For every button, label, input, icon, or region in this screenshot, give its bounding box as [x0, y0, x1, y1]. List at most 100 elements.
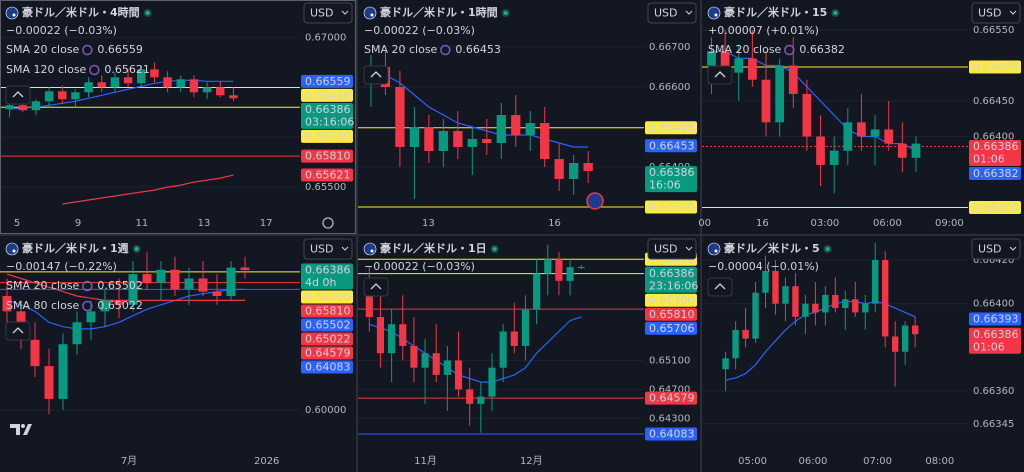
indicator-label[interactable]: SMA 20 close: [6, 279, 80, 292]
candle-body: [510, 331, 518, 346]
collapse-button[interactable]: [707, 277, 733, 297]
collapse-button[interactable]: [707, 65, 733, 85]
x-tick-label: 08:00: [925, 456, 954, 467]
symbol-title[interactable]: 豪ドル／米ドル・1日: [380, 241, 487, 255]
candle-body: [852, 299, 859, 313]
y-tick-label: 0.66400: [973, 299, 1014, 310]
price-label-box: [301, 360, 353, 374]
price-label: 0.66300: [305, 130, 351, 143]
currency-button[interactable]: [971, 238, 1021, 260]
chart-panel[interactable]: 豪ドル／米ドル・15 +0.00007 (+0.01%) SMA 20 close 0…: [698, 0, 1024, 234]
price-label-box: [645, 139, 697, 153]
currency-button[interactable]: [647, 238, 697, 260]
chart-panel[interactable]: 豪ドル／米ドル・1時間 −0.00022 (−0.03%) SMA 20 close…: [358, 0, 700, 234]
indicator-line: [6, 288, 245, 330]
candle-body: [388, 324, 396, 354]
symbol-title[interactable]: 豪ドル／米ドル・1時間: [380, 5, 498, 19]
tradingview-logo-dot: [21, 424, 25, 428]
candle-body: [499, 331, 507, 368]
symbol-flag: [707, 242, 721, 256]
indicator-label[interactable]: SMA 20 close: [708, 43, 782, 56]
candle-body: [482, 139, 492, 143]
candle-body: [170, 269, 180, 290]
price-label-box: [301, 290, 353, 304]
candle-body: [142, 274, 152, 283]
candle-body: [752, 292, 759, 339]
indicator-line: [62, 174, 234, 205]
candle-body: [409, 127, 420, 147]
collapse-button[interactable]: [363, 277, 389, 297]
price-label: 0.66386: [973, 140, 1019, 153]
symbol-title[interactable]: 豪ドル／米ドル・1週: [22, 241, 129, 255]
chart-panel[interactable]: 豪ドル／米ドル・4時間 −0.00022 (−0.03%) SMA 20 close…: [0, 0, 356, 234]
x-tick-label: 11: [136, 218, 149, 229]
candle-body: [569, 163, 579, 179]
price-label-box: [301, 168, 353, 182]
price-label-box: [645, 427, 697, 441]
plot-area: [0, 252, 300, 415]
settings-icon[interactable]: [322, 217, 334, 229]
symbol-flag-star: [714, 13, 718, 17]
candle-body: [110, 77, 120, 88]
market-status-dot-inner: [492, 247, 497, 251]
indicator-label[interactable]: SMA 20 close: [364, 43, 438, 56]
x-tick-label: 7月: [121, 455, 137, 467]
plot-area: [358, 244, 644, 435]
candle-body: [184, 278, 194, 290]
currency-label[interactable]: USD: [654, 7, 678, 20]
chart-panel[interactable]: 豪ドル／米ドル・5 −0.00004 (−0.01%) 0.66420 0.66400…: [702, 236, 1024, 472]
currency-label[interactable]: USD: [654, 243, 678, 256]
y-tick-label: 0.67000: [305, 32, 346, 43]
price-change: −0.00022 (−0.03%): [6, 24, 117, 37]
y-tick-label: 0.64300: [649, 413, 690, 424]
candle-body: [540, 123, 550, 159]
candle-body: [58, 344, 68, 399]
plot-area: [358, 46, 644, 208]
currency-label[interactable]: USD: [310, 243, 334, 256]
symbol-flag-star: [12, 13, 16, 17]
indicator-label[interactable]: SMA 20 close: [6, 43, 80, 56]
chart-panel[interactable]: 豪ドル／米ドル・1週 −0.00147 (−0.22%) SMA 20 close 0…: [0, 236, 356, 472]
candle-body: [525, 123, 535, 135]
event-marker[interactable]: [586, 192, 604, 210]
candle-body: [226, 267, 236, 297]
indicator-label[interactable]: SMA 120 close: [6, 63, 87, 76]
currency-label[interactable]: USD: [310, 7, 334, 20]
price-label-box: [645, 391, 697, 405]
indicator-icon: [82, 44, 93, 56]
collapse-button[interactable]: [5, 85, 31, 105]
currency-label[interactable]: USD: [978, 243, 1002, 256]
candle-body: [114, 300, 124, 305]
y-tick-label: 0.66360: [973, 386, 1014, 397]
y-tick-label: 0.64700: [649, 384, 690, 395]
x-tick-label: 16: [756, 218, 769, 229]
currency-button[interactable]: [303, 238, 353, 260]
candle-body: [365, 295, 373, 318]
price-label: 0.64083: [649, 428, 695, 441]
symbol-title[interactable]: 豪ドル／米ドル・5: [724, 241, 820, 255]
currency-button[interactable]: [303, 2, 353, 24]
candle-body: [488, 367, 496, 397]
currency-button[interactable]: [971, 2, 1021, 24]
symbol-title[interactable]: 豪ドル／米ドル・4時間: [22, 5, 140, 19]
collapse-button[interactable]: [363, 65, 389, 85]
currency-label[interactable]: USD: [978, 7, 1002, 20]
candle-body: [432, 353, 440, 375]
symbol-title[interactable]: 豪ドル／米ドル・15: [724, 5, 827, 19]
candle-body: [521, 309, 530, 346]
candle-body: [566, 267, 574, 281]
candle-body: [872, 260, 879, 304]
collapse-button[interactable]: [5, 321, 31, 341]
candle-body: [467, 139, 477, 147]
indicator-label[interactable]: SMA 80 close: [6, 299, 80, 312]
candle-body: [212, 291, 222, 297]
currency-button[interactable]: [647, 2, 697, 24]
price-label-box: [645, 321, 697, 335]
candle-body: [802, 93, 812, 137]
candle-body: [2, 296, 12, 312]
x-tick-label: 09:00: [935, 218, 964, 229]
candle-body: [707, 51, 716, 66]
candle-body: [399, 324, 407, 346]
chart-panel[interactable]: 豪ドル／米ドル・1日 −0.00022 (−0.03%) 0.65100 0.6470…: [358, 236, 700, 472]
